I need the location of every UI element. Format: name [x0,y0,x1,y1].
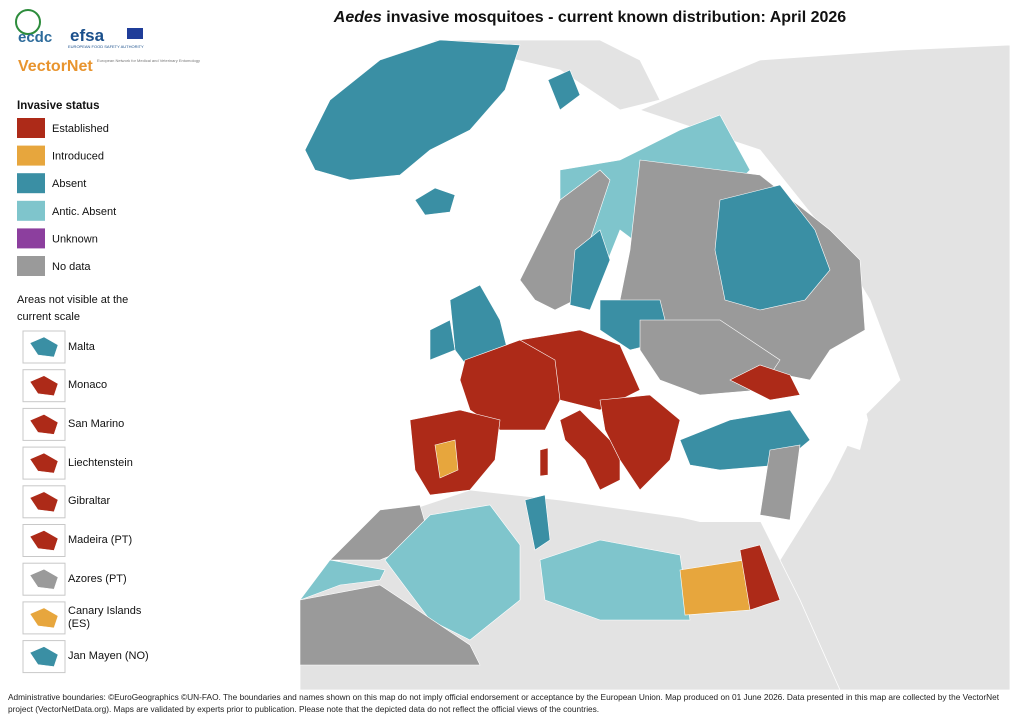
spain-introduced [434,439,459,479]
sardinia [539,447,549,477]
efsa-subtitle: EUROPEAN FOOD SAFETY AUTHORITY [68,44,144,49]
tunisia [524,494,551,551]
levant [759,444,801,521]
legend-swatch [17,200,45,221]
legend-swatch [17,256,45,276]
inset-label: San Marino [68,417,125,430]
footer: Administrative boundaries: ©EuroGeograph… [8,692,1000,714]
map-title: Aedes invasive mosquitoes - current know… [333,9,847,26]
legend-title: Invasive status [17,100,99,112]
inset-box [22,369,66,403]
legend-swatch [17,228,45,249]
land-north [429,39,661,111]
inset-label: Azores (PT) [68,572,127,585]
title-italic: Aedes [333,9,382,26]
inset-label: Gibraltar [68,495,111,508]
ireland [429,319,456,361]
inset-label: Monaco [68,379,108,392]
sweden [569,229,611,311]
legend-label: No data [52,261,91,273]
legend-label: Absent [52,178,86,190]
vectornet-subtitle: European Network for Medical and Veterin… [97,58,200,63]
inset-shape [29,607,59,629]
inset-shape [29,646,59,667]
inset-shape [29,414,59,435]
inset-label: Liechtenstein [68,456,133,469]
vectornet-logo: VectorNet [18,58,93,75]
legend-swatch [17,173,45,194]
inset-shape [29,530,59,551]
inset-shape [29,336,59,358]
inset-shape [29,375,59,396]
legend-label: Introduced [52,151,104,163]
eu-flag [127,28,143,39]
ecdc-globe [15,9,41,35]
inset-label: Malta [68,340,95,353]
map [299,39,1011,691]
balkans [599,394,681,491]
ecdc-logo: ecdc [18,29,52,46]
areas-title: current scale [17,311,80,323]
italy [559,409,621,491]
title-rest: invasive mosquitoes - current known dist… [386,9,846,26]
svalbard [547,69,581,111]
inset-shape [29,452,59,474]
legend-label: Unknown [52,233,98,245]
egypt-east [739,544,781,611]
legend-swatch [17,145,45,166]
inset-shape [29,568,59,590]
western-sahara [299,559,386,601]
efsa-logo: efsa [70,26,105,45]
iceland [414,187,456,216]
inset-shape [29,491,59,513]
mediterranean [620,470,770,522]
egypt [679,559,751,616]
greenland [304,39,521,181]
russia-central [714,184,831,311]
inset-label: Madeira (PT) [68,534,133,546]
areas-title: Areas not visible at the [17,294,128,306]
inset-label: Jan Mayen (NO) [68,650,149,663]
inset-label: Canary Islands (ES) [68,604,142,630]
libya [539,539,691,621]
legend: Established Introduced Absent Antic. Absent… [17,118,116,276]
legend-swatch [17,118,45,138]
legend-label: Antic. Absent [52,206,116,218]
caucasus [729,364,801,401]
caspian-sea [838,378,868,450]
legend-label: Established [52,123,109,135]
sahel [299,584,481,666]
insets [22,330,66,674]
